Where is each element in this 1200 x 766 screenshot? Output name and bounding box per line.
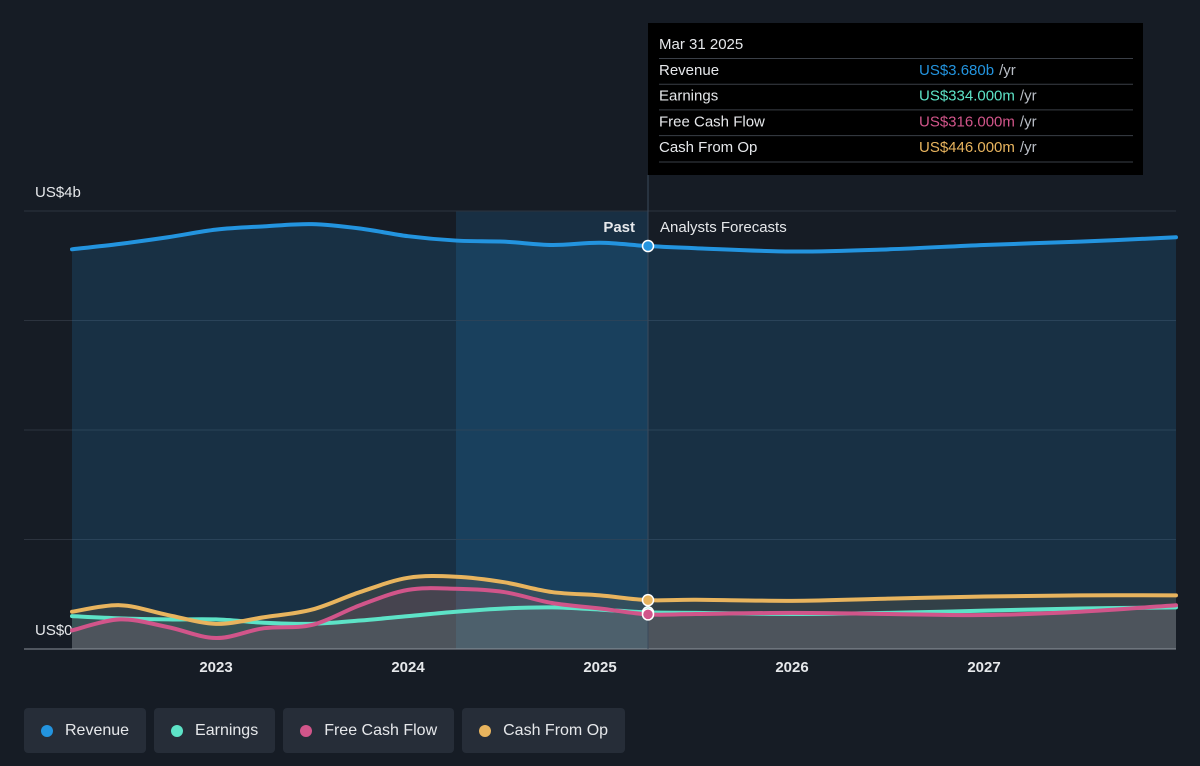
series-area: [72, 588, 1176, 649]
tooltip-value-label: US$316.000m: [919, 113, 1015, 130]
tooltip-point: [641, 593, 655, 607]
tooltip-value: US$3.680b/yr: [919, 62, 1016, 79]
legend-swatch: [171, 724, 184, 737]
legend-swatch: [300, 724, 313, 737]
legend-swatch: [479, 724, 492, 737]
legend-label: Free Cash Flow: [324, 721, 438, 739]
past-label: Past: [603, 219, 635, 236]
tooltip-unit: /yr: [1020, 139, 1037, 156]
tooltip-value: US$316.000m/yr: [919, 113, 1037, 130]
tooltip-box: [648, 23, 1143, 175]
tooltip-unit: /yr: [1020, 88, 1037, 105]
tooltip-series-name: Earnings: [659, 88, 718, 105]
tooltip-series-name: Revenue: [659, 62, 719, 79]
series-line: [70, 605, 1178, 626]
legend-item[interactable]: Free Cash Flow: [283, 708, 455, 753]
tooltip-series-name: Cash From Op: [659, 139, 757, 156]
tooltip-point: [641, 608, 655, 621]
legend-label: Revenue: [65, 721, 130, 739]
tooltip-value-label: US$446.000m: [919, 139, 1015, 156]
legend-item[interactable]: Earnings: [154, 708, 276, 753]
tooltip-unit: /yr: [1020, 113, 1037, 130]
x-tick-label: 2023: [199, 659, 232, 676]
tooltip-unit: /yr: [999, 62, 1016, 79]
x-tick-label: 2024: [391, 659, 425, 676]
legend-item[interactable]: Cash From Op: [462, 708, 626, 753]
series-line: [70, 574, 1178, 626]
y-tick-label: US$0: [35, 622, 73, 639]
tooltip-value-label: US$3.680b: [919, 62, 994, 79]
tooltip-series-name: Free Cash Flow: [659, 113, 765, 130]
legend-label: Cash From Op: [503, 721, 609, 739]
legend-item[interactable]: Revenue: [24, 708, 147, 753]
y-tick-label: US$4b: [35, 184, 81, 201]
tooltip-value: US$446.000m/yr: [919, 139, 1037, 156]
tooltip-value-label: US$334.000m: [919, 88, 1015, 105]
legend: Revenue Earnings Free Cash Flow Cash From O…: [24, 708, 626, 753]
series-area: [72, 607, 1176, 649]
tooltip: Mar 31 2025 Revenue US$3.680b/yr Earnings US…: [648, 23, 1143, 175]
tooltip-date: Mar 31 2025: [659, 36, 743, 53]
x-tick-label: 2025: [583, 659, 616, 676]
x-tick-label: 2027: [967, 659, 1000, 676]
series-line: [70, 586, 1178, 641]
series-line: [70, 222, 1178, 254]
tooltip-value: US$334.000m/yr: [919, 88, 1037, 105]
series-area: [72, 224, 1176, 649]
legend-label: Earnings: [195, 721, 259, 739]
x-tick-label: 2026: [775, 659, 808, 676]
tooltip-point: [641, 239, 655, 253]
forecast-label: Analysts Forecasts: [660, 219, 787, 236]
legend-swatch: [41, 724, 53, 737]
chart: US$0 US$4b 2023 2024 2025 2026 2027 Past Analyst…: [24, 23, 1178, 676]
